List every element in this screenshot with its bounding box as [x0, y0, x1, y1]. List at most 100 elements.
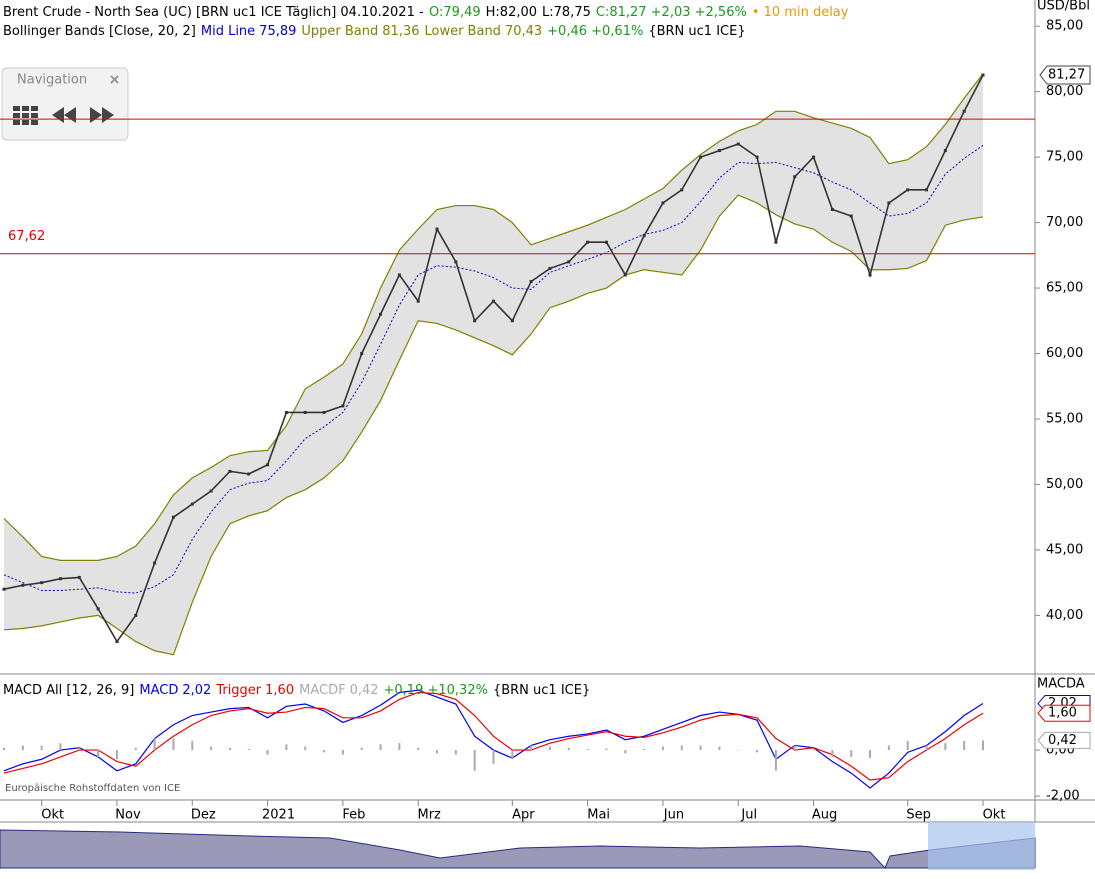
histogram-bar [3, 747, 5, 751]
histogram-bar [115, 750, 118, 760]
close-marker [322, 410, 326, 414]
series-line [3, 145, 984, 594]
close-marker [699, 155, 703, 159]
legend-item: O:79,49 [429, 5, 481, 20]
close-marker [96, 607, 100, 611]
y-axis-label: MACDA [1037, 677, 1085, 692]
legend-item: 0,42 [350, 683, 379, 698]
close-marker [642, 234, 646, 238]
legend-item: Brent Crude - North Sea (UC) [BRN uc1 IC… [3, 5, 424, 20]
histogram-bar [511, 750, 514, 759]
series-line [3, 691, 984, 781]
histogram-bar [59, 743, 62, 751]
legend-item: 1,60 [265, 683, 294, 698]
x-tick-label: Jun [663, 808, 684, 823]
close-marker [2, 587, 6, 591]
histogram-bar [812, 750, 815, 751]
legend-item: • 10 min delay [752, 5, 849, 20]
legend-item: 2,02 [182, 683, 211, 698]
close-marker [266, 463, 270, 467]
close-marker [115, 640, 119, 644]
last-price-box [1039, 65, 1091, 85]
value-box-label: 1,60 [1048, 706, 1077, 721]
navigation-title: Navigation [17, 73, 87, 88]
close-marker [303, 410, 307, 414]
y-tick-label: -2,00 [1046, 789, 1080, 804]
histogram-bar [40, 745, 43, 751]
horizontal-line-label: 67,62 [8, 229, 45, 244]
histogram-bar [360, 747, 363, 751]
legend-item: MACDF [299, 683, 345, 698]
close-marker [755, 155, 759, 159]
y-tick-label: 85,00 [1046, 19, 1083, 34]
histogram-bar [661, 746, 664, 751]
histogram-bar [774, 750, 777, 771]
legend: Bollinger Bands [Close, 20, 2] Mid Line 75… [3, 24, 746, 39]
close-icon[interactable] [110, 75, 119, 84]
close-marker [228, 469, 232, 473]
y-tick-label: 70,00 [1046, 215, 1083, 230]
close-marker [548, 266, 552, 270]
histogram-bar [869, 750, 872, 759]
x-tick-label: Mrz [417, 808, 441, 823]
close-marker [379, 312, 383, 316]
legend-item: Mid Line [201, 24, 255, 39]
legend-item: +0,19 +10,32% [384, 683, 488, 698]
histogram-bar [97, 750, 100, 757]
close-marker [981, 73, 985, 77]
grid-button[interactable] [13, 106, 38, 125]
legend-item: 70,43 [505, 24, 542, 39]
close-marker [58, 577, 62, 581]
value-box [1037, 731, 1091, 749]
histogram-bar [963, 740, 966, 751]
y-tick-label: 45,00 [1046, 542, 1083, 557]
histogram-bar [906, 740, 909, 751]
histogram-bar [737, 750, 740, 751]
histogram-bar [492, 750, 495, 764]
legend-item: {BRN uc1 ICE} [493, 683, 590, 698]
legend-item: Upper Band [301, 24, 378, 39]
histogram-bar [78, 747, 81, 751]
close-marker [812, 155, 816, 159]
histogram-bar [266, 750, 269, 755]
histogram-bar [379, 744, 382, 751]
histogram-bar [887, 745, 890, 751]
close-marker [284, 410, 288, 414]
close-marker [736, 142, 740, 146]
close-marker [40, 581, 44, 585]
close-marker [849, 214, 853, 218]
close-marker [925, 188, 929, 192]
value-box-label: 0,42 [1048, 733, 1077, 748]
histogram-bar [473, 750, 476, 771]
histogram-bar [417, 747, 420, 751]
legend-item: {BRN uc1 ICE} [648, 24, 745, 39]
last-price-label: 81,27 [1048, 68, 1085, 83]
histogram-bar [548, 746, 551, 751]
close-marker [397, 273, 401, 277]
close-marker [435, 227, 439, 231]
histogram-bar [944, 743, 947, 751]
x-tick-label: Dez [191, 808, 216, 823]
close-marker [454, 260, 458, 264]
histogram-bar [247, 748, 250, 751]
histogram-bar [605, 748, 608, 751]
y-tick-label: 80,00 [1046, 84, 1083, 99]
x-tick-label: Okt [41, 808, 64, 823]
histogram-bar [21, 745, 24, 751]
navigation-widget: Navigation [1, 67, 129, 141]
y-tick-label: 65,00 [1046, 281, 1083, 296]
overview-window[interactable] [928, 822, 1035, 870]
legend-item: H:82,00 [486, 5, 537, 20]
legend-item: C:81,27 +2,03 +2,56% [596, 5, 747, 20]
histogram-bar [134, 747, 137, 751]
histogram-bar [285, 744, 288, 751]
histogram-bar [756, 750, 759, 753]
y-tick-label: 50,00 [1046, 477, 1083, 492]
close-marker [680, 188, 684, 192]
histogram-bar [436, 750, 439, 754]
x-tick-label: Okt [983, 808, 1006, 823]
legend-item: +0,46 +0,61% [547, 24, 643, 39]
close-marker [906, 188, 910, 192]
